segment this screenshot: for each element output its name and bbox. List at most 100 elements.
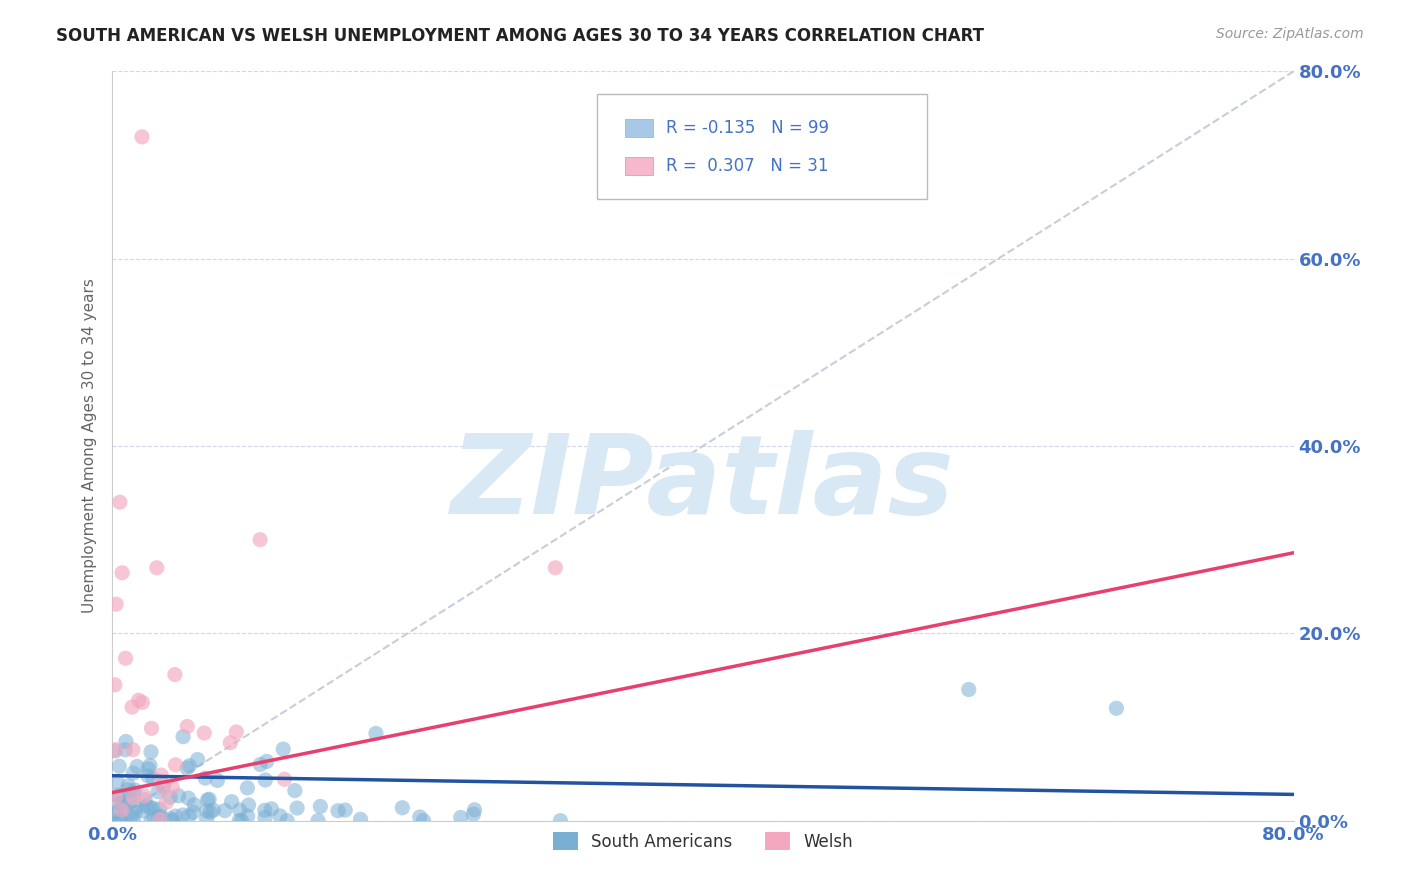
Point: [112, 797, 135, 812]
Point: [143, 811, 166, 825]
Point: [103, 806, 125, 821]
Point: [107, 789, 129, 804]
Point: [256, 755, 278, 769]
Point: [114, 651, 136, 665]
Point: [198, 792, 221, 806]
Point: [464, 803, 486, 817]
Point: [104, 742, 127, 756]
Point: [159, 790, 181, 805]
Point: [957, 682, 980, 697]
Point: [127, 759, 149, 773]
Point: [150, 768, 173, 782]
Point: [284, 783, 307, 797]
Point: [228, 814, 250, 828]
Point: [450, 810, 472, 824]
Text: ZIPatlas: ZIPatlas: [451, 430, 955, 537]
Point: [135, 799, 157, 814]
Text: R =  0.307   N = 31: R = 0.307 N = 31: [666, 157, 830, 175]
Point: [364, 726, 387, 740]
Point: [309, 799, 332, 814]
Point: [134, 793, 156, 807]
Point: [254, 772, 277, 787]
Point: [155, 796, 177, 810]
Point: [162, 814, 184, 828]
Point: [221, 795, 243, 809]
Point: [124, 783, 146, 797]
Point: [139, 745, 162, 759]
Point: [236, 809, 259, 823]
Point: [105, 597, 128, 611]
Point: [193, 726, 215, 740]
Point: [139, 814, 162, 828]
Point: [238, 798, 260, 813]
Point: [163, 667, 186, 681]
Point: [146, 784, 169, 798]
Point: [142, 772, 165, 786]
Point: [349, 813, 371, 827]
Point: [105, 775, 128, 789]
Point: [114, 743, 136, 757]
Point: [463, 807, 485, 822]
Point: [273, 772, 295, 787]
Point: [207, 773, 229, 788]
Point: [172, 730, 194, 744]
Point: [139, 800, 162, 814]
Point: [202, 803, 225, 817]
Point: [249, 757, 271, 772]
Text: SOUTH AMERICAN VS WELSH UNEMPLOYMENT AMONG AGES 30 TO 34 YEARS CORRELATION CHART: SOUTH AMERICAN VS WELSH UNEMPLOYMENT AMO…: [56, 27, 984, 45]
Point: [104, 789, 127, 804]
Point: [122, 787, 145, 801]
Point: [271, 742, 294, 756]
Point: [108, 814, 131, 828]
Point: [118, 795, 141, 809]
Point: [132, 804, 155, 818]
Point: [108, 495, 131, 509]
Point: [550, 814, 572, 828]
FancyBboxPatch shape: [626, 120, 654, 137]
Point: [176, 719, 198, 733]
Point: [253, 803, 276, 817]
Point: [114, 814, 136, 828]
Point: [391, 801, 413, 815]
Point: [276, 814, 298, 828]
Point: [214, 804, 236, 818]
Text: Source: ZipAtlas.com: Source: ZipAtlas.com: [1216, 27, 1364, 41]
Point: [544, 561, 567, 575]
Point: [1105, 701, 1128, 715]
FancyBboxPatch shape: [596, 94, 928, 199]
Point: [122, 790, 145, 805]
Point: [134, 789, 156, 803]
Point: [194, 771, 217, 785]
Point: [148, 809, 170, 823]
Point: [152, 779, 174, 793]
Point: [104, 678, 127, 692]
Point: [111, 566, 134, 580]
Point: [111, 802, 134, 816]
Point: [260, 802, 283, 816]
Point: [195, 804, 218, 818]
Point: [176, 761, 198, 775]
Point: [172, 808, 194, 822]
Point: [326, 804, 349, 818]
Point: [269, 809, 291, 823]
Point: [110, 797, 132, 811]
Point: [131, 695, 153, 709]
Point: [141, 722, 163, 736]
Point: [115, 734, 138, 748]
Point: [236, 780, 259, 795]
Point: [117, 783, 139, 797]
Point: [136, 769, 159, 783]
Point: [167, 789, 190, 803]
Point: [183, 797, 205, 812]
Point: [149, 802, 172, 816]
Point: [105, 805, 128, 819]
Point: [121, 700, 143, 714]
Point: [121, 809, 143, 823]
Point: [128, 693, 150, 707]
Point: [165, 757, 187, 772]
Point: [307, 814, 329, 828]
Y-axis label: Unemployment Among Ages 30 to 34 years: Unemployment Among Ages 30 to 34 years: [82, 278, 97, 614]
Point: [110, 814, 132, 828]
Point: [285, 801, 308, 815]
Legend: South Americans, Welsh: South Americans, Welsh: [546, 826, 860, 857]
